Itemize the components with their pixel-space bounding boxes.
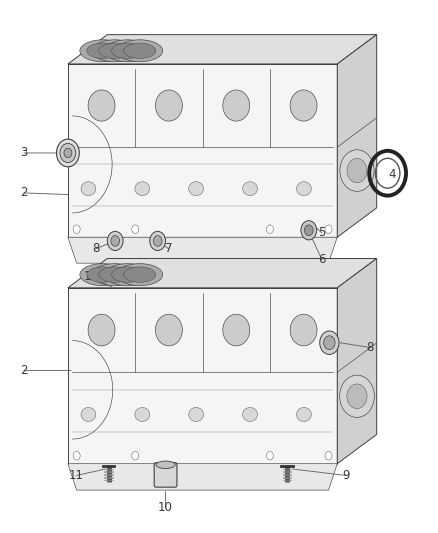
Ellipse shape <box>112 267 144 282</box>
Ellipse shape <box>88 90 115 121</box>
Ellipse shape <box>112 43 144 59</box>
Circle shape <box>266 225 273 233</box>
Ellipse shape <box>223 90 250 121</box>
Ellipse shape <box>297 182 311 196</box>
Text: 8: 8 <box>92 243 99 255</box>
Ellipse shape <box>223 314 250 346</box>
Circle shape <box>325 451 332 460</box>
Ellipse shape <box>290 90 317 121</box>
Text: 6: 6 <box>318 253 326 266</box>
Ellipse shape <box>135 182 150 196</box>
Ellipse shape <box>80 40 126 62</box>
Polygon shape <box>68 259 377 288</box>
Ellipse shape <box>124 43 156 59</box>
Circle shape <box>150 231 166 251</box>
Circle shape <box>111 236 120 246</box>
Circle shape <box>73 451 80 460</box>
Ellipse shape <box>189 407 204 422</box>
Ellipse shape <box>99 43 131 59</box>
Polygon shape <box>68 288 337 464</box>
Polygon shape <box>68 64 337 237</box>
Circle shape <box>132 225 139 233</box>
Text: 5: 5 <box>318 227 325 239</box>
Circle shape <box>57 139 79 167</box>
Polygon shape <box>68 35 377 64</box>
Ellipse shape <box>117 40 162 62</box>
Polygon shape <box>68 237 337 263</box>
Ellipse shape <box>92 40 138 62</box>
Circle shape <box>107 231 123 251</box>
Circle shape <box>325 225 332 233</box>
Text: 2: 2 <box>20 364 28 377</box>
FancyBboxPatch shape <box>154 463 177 487</box>
Text: 10: 10 <box>158 501 173 514</box>
Ellipse shape <box>80 264 126 286</box>
Text: 3: 3 <box>21 147 28 159</box>
Ellipse shape <box>155 314 182 346</box>
Polygon shape <box>68 464 337 490</box>
Polygon shape <box>337 35 377 237</box>
Text: 11: 11 <box>69 469 84 482</box>
Ellipse shape <box>290 314 317 346</box>
Ellipse shape <box>155 90 182 121</box>
Ellipse shape <box>81 182 96 196</box>
Circle shape <box>60 143 76 163</box>
Ellipse shape <box>105 40 151 62</box>
Ellipse shape <box>156 461 175 469</box>
Ellipse shape <box>92 264 138 286</box>
Ellipse shape <box>189 182 204 196</box>
Circle shape <box>304 225 313 236</box>
Ellipse shape <box>87 43 119 59</box>
Ellipse shape <box>243 407 258 422</box>
Circle shape <box>301 221 317 240</box>
Text: 1: 1 <box>84 270 92 282</box>
Circle shape <box>347 384 367 409</box>
Circle shape <box>347 158 367 183</box>
Text: 2: 2 <box>20 187 28 199</box>
Text: 8: 8 <box>367 341 374 354</box>
Ellipse shape <box>297 407 311 422</box>
Ellipse shape <box>99 267 131 282</box>
Text: 7: 7 <box>165 243 173 255</box>
Ellipse shape <box>87 267 119 282</box>
Text: 9: 9 <box>342 469 350 482</box>
Circle shape <box>324 336 335 350</box>
Circle shape <box>64 148 72 158</box>
Circle shape <box>320 331 339 354</box>
Circle shape <box>339 375 374 417</box>
Ellipse shape <box>135 407 150 422</box>
Ellipse shape <box>124 267 156 282</box>
Ellipse shape <box>243 182 258 196</box>
Ellipse shape <box>105 264 151 286</box>
Circle shape <box>73 225 80 233</box>
Circle shape <box>153 236 162 246</box>
Circle shape <box>132 451 139 460</box>
Polygon shape <box>337 259 377 464</box>
Circle shape <box>340 150 374 191</box>
Ellipse shape <box>117 264 162 286</box>
Circle shape <box>266 451 273 460</box>
Text: 4: 4 <box>388 168 396 181</box>
Ellipse shape <box>88 314 115 346</box>
Ellipse shape <box>81 407 96 422</box>
